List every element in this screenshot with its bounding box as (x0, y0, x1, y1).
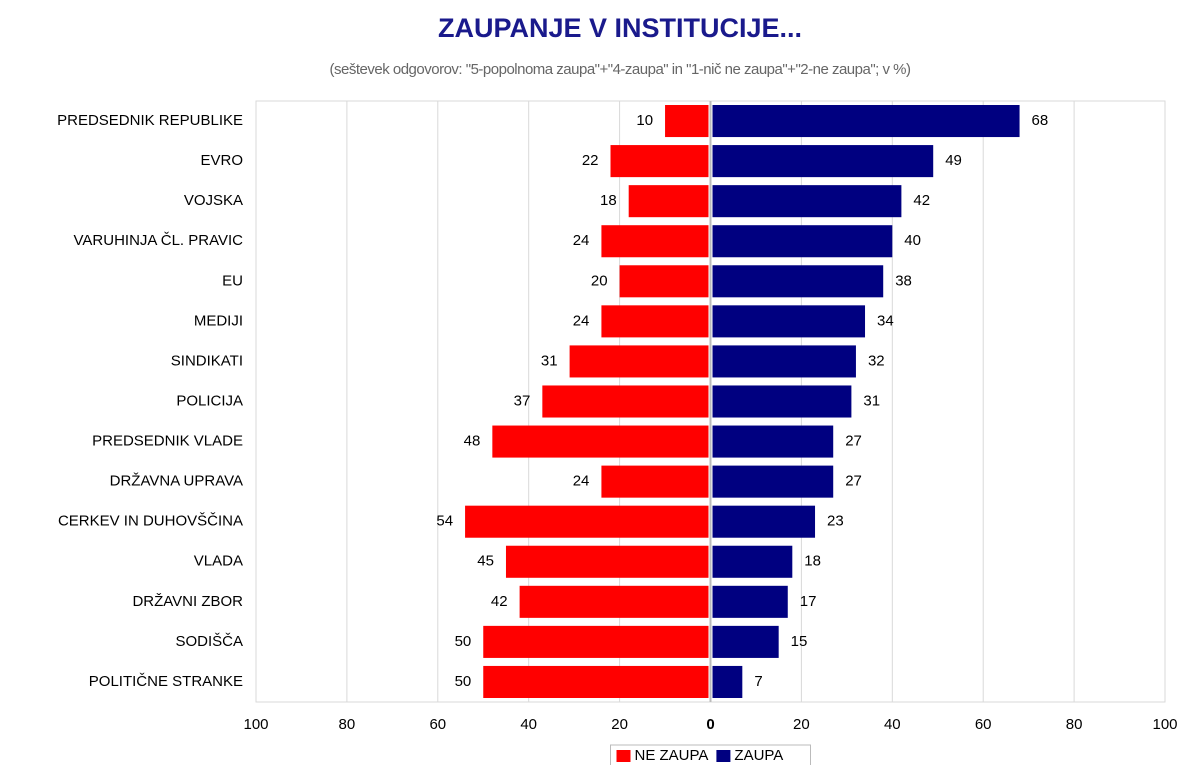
x-tick-label: 60 (429, 716, 446, 733)
bar (712, 345, 856, 378)
bar (712, 545, 793, 578)
y-tick-label: MEDIJI (194, 312, 243, 329)
bar (712, 225, 893, 258)
data-label: 68 (1032, 112, 1049, 129)
x-tick-label: 20 (793, 716, 810, 733)
x-tick-label: 80 (1066, 716, 1083, 733)
y-tick-label: PREDSEDNIK REPUBLIKE (57, 112, 243, 129)
data-label: 22 (582, 152, 599, 169)
data-label: 45 (477, 553, 494, 570)
y-tick-label: DRŽAVNI ZBOR (132, 593, 243, 610)
y-tick-label: EU (222, 272, 243, 289)
bar (628, 185, 709, 218)
legend-box (610, 744, 811, 765)
chart-title: ZAUPANJE V INSTITUCIJE... (438, 13, 802, 43)
data-label: 27 (845, 433, 862, 450)
y-tick-label: CERKEV IN DUHOVŠČINA (58, 513, 243, 530)
data-label: 37 (514, 392, 531, 409)
bar (712, 505, 816, 538)
y-tick-label: VARUHINJA ČL. PRAVIC (74, 232, 244, 249)
y-tick-label: SINDIKATI (171, 352, 243, 369)
data-label: 54 (436, 513, 453, 530)
data-label: 23 (827, 513, 844, 530)
chart-subtitle: (seštevek odgovorov: "5-popolnoma zaupa"… (330, 61, 911, 78)
x-tick-label: 100 (1152, 716, 1177, 733)
x-tick-label: 0 (706, 716, 714, 733)
bar (712, 465, 834, 498)
data-label: 49 (945, 152, 962, 169)
data-label: 7 (754, 673, 762, 690)
data-label: 42 (491, 593, 508, 610)
y-tick-label: POLITIČNE STRANKE (89, 673, 243, 690)
bar (569, 345, 709, 378)
y-tick-label: VLADA (194, 553, 243, 570)
data-label: 31 (541, 352, 558, 369)
bar (712, 425, 834, 458)
data-label: 27 (845, 473, 862, 490)
y-tick-label: VOJSKA (184, 192, 243, 209)
x-tick-label: 40 (884, 716, 901, 733)
bar (712, 665, 743, 698)
bar (712, 385, 852, 418)
legend-swatch (616, 750, 631, 762)
bar (712, 265, 884, 298)
x-tick-label: 20 (611, 716, 628, 733)
y-tick-label: PREDSEDNIK VLADE (92, 433, 243, 450)
bar (601, 305, 709, 338)
bar (483, 665, 709, 698)
data-label: 20 (591, 272, 608, 289)
data-label: 34 (877, 312, 894, 329)
x-tick-label: 40 (520, 716, 537, 733)
y-tick-label: SODIŠČA (175, 633, 243, 650)
data-label: 10 (636, 112, 653, 129)
data-label: 24 (573, 473, 590, 490)
legend-swatch (716, 750, 731, 762)
y-tick-label: EVRO (200, 152, 243, 169)
x-tick-label: 100 (243, 716, 268, 733)
data-label: 40 (904, 232, 921, 249)
y-tick-label: POLICIJA (176, 392, 243, 409)
bar (712, 185, 902, 218)
x-tick-label: 60 (975, 716, 992, 733)
legend-label: NE ZAUPA (635, 747, 709, 764)
bar (542, 385, 709, 418)
legend-label: ZAUPA (734, 747, 783, 764)
data-label: 48 (464, 433, 481, 450)
data-label: 38 (895, 272, 912, 289)
bar (492, 425, 709, 458)
data-label: 24 (573, 312, 590, 329)
data-label: 50 (455, 673, 472, 690)
y-tick-label: DRŽAVNA UPRAVA (110, 473, 243, 490)
bar (712, 145, 934, 178)
data-label: 18 (804, 553, 821, 570)
data-label: 42 (913, 192, 930, 209)
bar (483, 625, 709, 658)
bar (465, 505, 709, 538)
bar (505, 545, 709, 578)
bar (712, 105, 1020, 138)
data-label: 50 (455, 633, 472, 650)
bar (665, 105, 709, 138)
bar (619, 265, 709, 298)
bar (712, 585, 788, 618)
data-label: 32 (868, 352, 885, 369)
bar (610, 145, 709, 178)
data-label: 15 (791, 633, 808, 650)
bar (712, 625, 779, 658)
bar (601, 225, 709, 258)
bar (519, 585, 709, 618)
data-label: 18 (600, 192, 617, 209)
data-label: 24 (573, 232, 590, 249)
bar (712, 305, 866, 338)
x-tick-label: 80 (339, 716, 356, 733)
bar (601, 465, 709, 498)
data-label: 31 (863, 392, 880, 409)
data-label: 17 (800, 593, 817, 610)
